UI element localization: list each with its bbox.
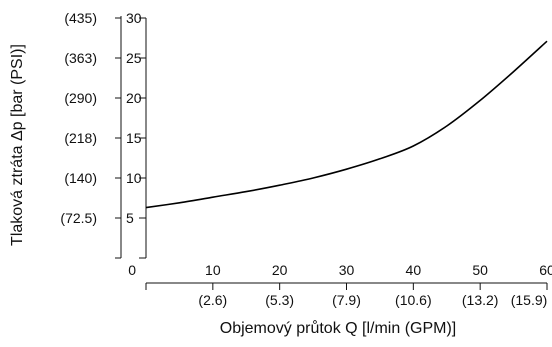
x-tick-label: 10 [205, 262, 221, 278]
x-tick-label: 60 [539, 262, 552, 278]
y-tick-label: 30 [126, 10, 142, 26]
x-secondary-tick-label: (13.2) [462, 292, 499, 308]
x-tick-label: 0 [128, 262, 136, 278]
x-tick-label: 30 [339, 262, 355, 278]
y-secondary-tick-label: (72.5) [60, 210, 97, 226]
x-secondary-tick-label: (15.9) [511, 292, 548, 308]
y-secondary-tick-label: (290) [64, 90, 97, 106]
ticks [115, 17, 548, 290]
y-tick-label: 15 [126, 130, 142, 146]
y-axis-title: Tlaková ztráta Δp [bar (PSI)] [9, 44, 26, 246]
y-secondary-tick-label: (140) [64, 170, 97, 186]
x-secondary-tick-label: (10.6) [395, 292, 432, 308]
y-tick-label: 25 [126, 50, 142, 66]
series-line [145, 40, 548, 209]
x-secondary-tick-label: (5.3) [265, 292, 294, 308]
x-tick-label: 40 [406, 262, 422, 278]
axes [120, 16, 547, 284]
y-tick-label: 5 [126, 210, 134, 226]
x-tick-label: 20 [272, 262, 288, 278]
x-secondary-tick-label: (2.6) [198, 292, 227, 308]
x-secondary-tick-label: (7.9) [332, 292, 361, 308]
x-axis-title: Objemový průtok Q [l/min (GPM)] [220, 319, 457, 337]
y-secondary-tick-label: (435) [64, 10, 97, 26]
y-secondary-tick-label: (218) [64, 130, 97, 146]
tick-labels: 5 10 15 20 25 30 (72.5) (140) (218) (290) (363) (43… [60, 10, 552, 308]
y-tick-label: 20 [126, 90, 142, 106]
y-tick-label: 10 [126, 170, 142, 186]
x-tick-label: 50 [472, 262, 488, 278]
y-secondary-tick-label: (363) [64, 50, 97, 66]
